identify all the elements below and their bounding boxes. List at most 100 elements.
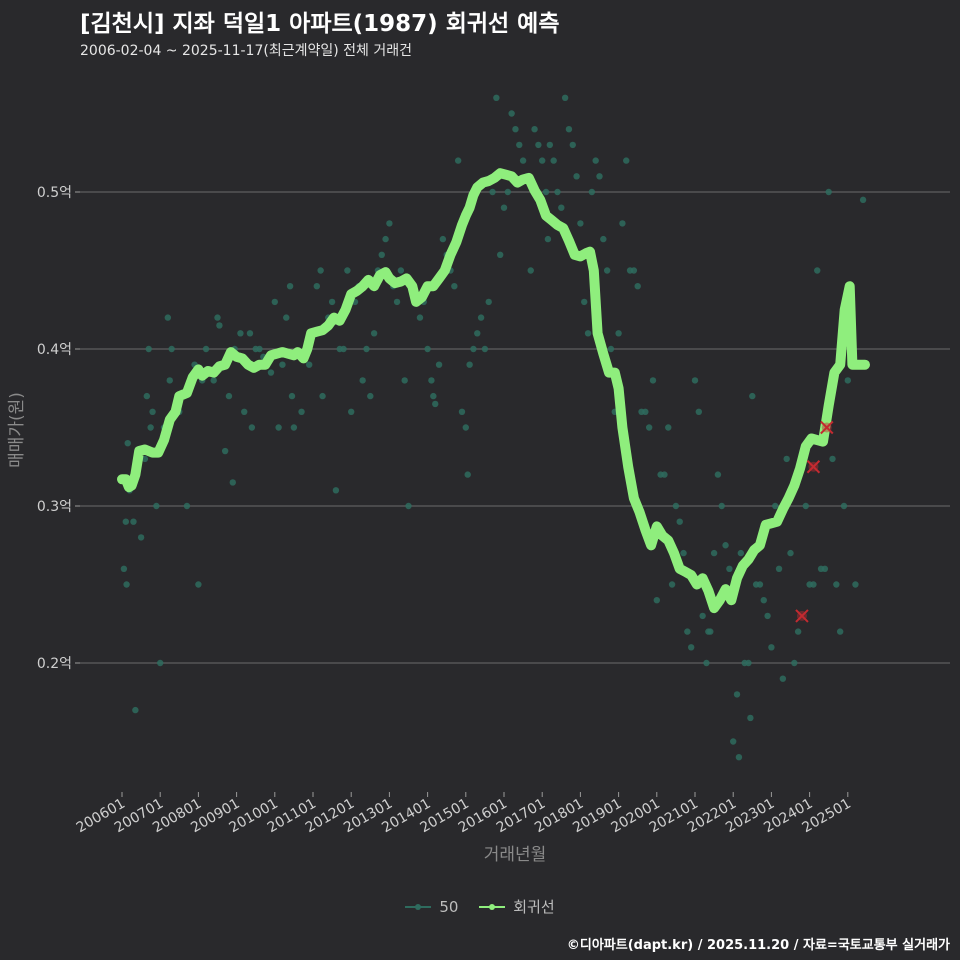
scatter-point bbox=[130, 518, 137, 525]
y-tick-label: 0.5억 bbox=[37, 185, 72, 201]
scatter-point bbox=[779, 675, 787, 682]
scatter-point bbox=[775, 565, 783, 572]
scatter-point bbox=[195, 581, 202, 588]
scatter-point bbox=[424, 345, 431, 353]
scatter-point bbox=[305, 361, 313, 368]
scatter-point bbox=[699, 612, 706, 620]
scatter-point bbox=[439, 235, 447, 243]
scatter-point bbox=[458, 408, 466, 415]
legend-label-50: 50 bbox=[439, 897, 459, 916]
scatter-point bbox=[676, 518, 683, 525]
scatter-point bbox=[183, 502, 191, 510]
scatter-point bbox=[241, 408, 248, 415]
scatter-point bbox=[516, 141, 523, 149]
scatter-point bbox=[225, 392, 233, 400]
scatter-point bbox=[600, 235, 607, 243]
scatter-point bbox=[544, 235, 552, 243]
y-axis-title: 매매가(원) bbox=[7, 392, 27, 468]
scatter-point bbox=[332, 487, 340, 494]
scatter-point bbox=[642, 408, 649, 415]
scatter-point bbox=[359, 377, 366, 384]
scatter-point bbox=[749, 392, 756, 400]
legend-item-regression[interactable]: 회귀선 bbox=[479, 896, 555, 917]
scatter-point bbox=[214, 314, 221, 321]
scatter-point bbox=[794, 628, 802, 635]
regression-line bbox=[117, 168, 870, 614]
scatter-point bbox=[760, 597, 767, 604]
legend: 50 회귀선 bbox=[0, 896, 960, 919]
scatter-point bbox=[718, 502, 725, 510]
scatter-point bbox=[382, 235, 389, 243]
scatter-point bbox=[432, 400, 439, 408]
scatter-point bbox=[493, 94, 500, 102]
scatter-point bbox=[825, 188, 832, 196]
scatter-point bbox=[735, 754, 743, 761]
scatter-point bbox=[756, 581, 764, 588]
scatter-point bbox=[210, 377, 217, 384]
scatter-point bbox=[687, 644, 695, 651]
scatter-point bbox=[221, 447, 229, 455]
scatter-point bbox=[645, 424, 653, 431]
scatter-point bbox=[386, 220, 393, 227]
scatter-point bbox=[141, 455, 149, 463]
outlier-cross-b bbox=[806, 460, 821, 474]
scatter-point bbox=[428, 377, 435, 384]
scatter-point bbox=[489, 188, 496, 196]
scatter-layer bbox=[120, 94, 867, 761]
scatter-point bbox=[286, 283, 294, 290]
chart-title: [김천시] 지좌 덕일1 아파트(1987) 회귀선 예측 bbox=[80, 11, 560, 37]
scatter-point bbox=[137, 534, 145, 541]
scatter-point bbox=[317, 267, 324, 274]
line-layer bbox=[117, 168, 870, 614]
scatter-point bbox=[710, 549, 718, 557]
scatter-point bbox=[787, 549, 794, 557]
scatter-point bbox=[573, 173, 580, 180]
scatter-point bbox=[454, 157, 462, 164]
scatter-point bbox=[202, 345, 210, 353]
scatter-point bbox=[168, 345, 175, 353]
scatter-point bbox=[275, 424, 282, 431]
outlier-marker bbox=[820, 420, 834, 435]
scatter-point bbox=[852, 581, 859, 588]
scatter-point bbox=[783, 455, 790, 463]
scatter-point bbox=[603, 267, 611, 274]
scatter-point bbox=[833, 581, 840, 588]
scatter-point bbox=[466, 361, 473, 368]
legend-item-50[interactable]: 50 bbox=[405, 898, 458, 916]
scatter-point bbox=[519, 157, 527, 164]
scatter-point bbox=[836, 628, 844, 635]
scatter-point bbox=[157, 659, 164, 667]
scatter-point bbox=[561, 94, 569, 102]
scatter-point bbox=[584, 330, 592, 337]
scatter-point bbox=[596, 173, 603, 180]
scatter-point bbox=[166, 377, 173, 384]
scatter-point bbox=[592, 157, 599, 164]
scatter-point bbox=[581, 298, 588, 306]
scatter-point bbox=[363, 345, 370, 353]
scatter-point bbox=[607, 345, 615, 353]
scatter-point bbox=[649, 377, 657, 384]
scatter-point bbox=[726, 565, 733, 572]
scatter-point bbox=[401, 377, 408, 384]
scatter-point bbox=[844, 377, 851, 384]
scatter-point bbox=[248, 424, 256, 431]
scatter-point bbox=[120, 565, 128, 572]
scatter-point bbox=[730, 738, 737, 745]
scatter-point bbox=[288, 392, 296, 400]
scatter-point bbox=[271, 298, 278, 306]
scatter-point bbox=[747, 714, 754, 722]
scatter-point bbox=[821, 565, 829, 572]
scatter-point bbox=[430, 392, 437, 400]
scatter-point bbox=[684, 628, 691, 635]
outlier-layer bbox=[795, 420, 834, 623]
scatter-point bbox=[164, 314, 172, 321]
scatter-point bbox=[588, 188, 596, 196]
scatter-point bbox=[810, 581, 817, 588]
scatter-point bbox=[508, 110, 515, 117]
scatter-point bbox=[246, 330, 254, 337]
scatter-point bbox=[550, 157, 557, 164]
scatter-point bbox=[859, 196, 867, 204]
scatter-point bbox=[123, 581, 130, 588]
scatter-point bbox=[539, 157, 546, 164]
scatter-point bbox=[577, 220, 584, 227]
